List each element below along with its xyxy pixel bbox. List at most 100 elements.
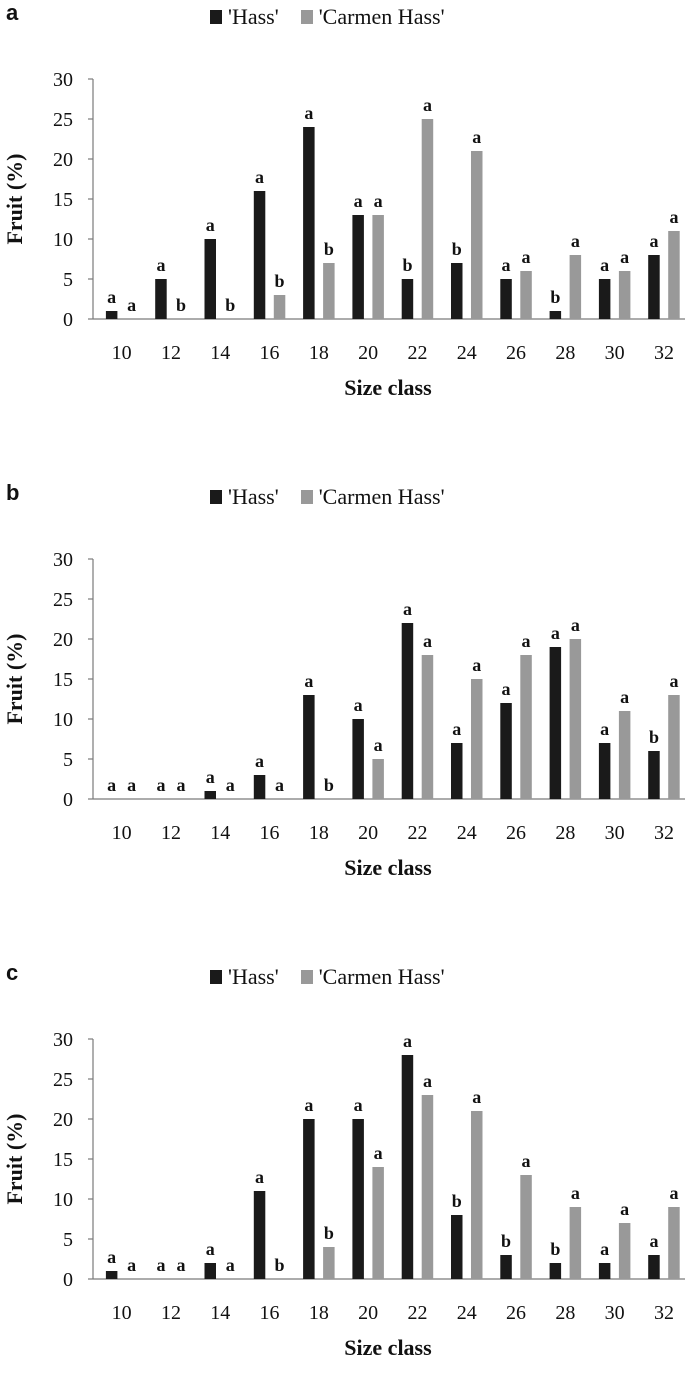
y-tick-label: 25 xyxy=(53,109,73,131)
x-tick-label: 18 xyxy=(309,822,329,844)
significance-letter: a xyxy=(354,695,363,715)
bar-hass xyxy=(303,695,315,799)
x-tick-label: 16 xyxy=(260,822,280,844)
significance-letter: a xyxy=(669,671,678,691)
bar-hass xyxy=(648,1255,660,1279)
significance-letter: a xyxy=(600,719,609,739)
legend-swatch-hass xyxy=(210,10,222,24)
significance-letter: a xyxy=(600,255,609,275)
bar-carmen-hass xyxy=(668,231,680,319)
x-tick-label: 28 xyxy=(555,1302,575,1324)
significance-letter: b xyxy=(452,239,462,259)
bar-hass xyxy=(401,279,414,319)
legend: 'Hass' 'Carmen Hass' xyxy=(210,4,467,30)
legend-swatch-carmen-hass xyxy=(300,490,313,504)
x-tick-label: 32 xyxy=(654,342,674,364)
legend-swatch-hass xyxy=(210,970,222,984)
bar-hass xyxy=(105,1271,118,1279)
bar-hass xyxy=(549,311,562,319)
bar-carmen-hass xyxy=(520,655,532,799)
bar-carmen-hass xyxy=(569,639,582,799)
significance-letter: a xyxy=(620,1199,629,1219)
bar-hass xyxy=(451,1215,463,1279)
x-tick-label: 22 xyxy=(407,342,427,364)
y-tick-label: 15 xyxy=(53,669,73,691)
significance-letter: a xyxy=(551,623,560,643)
x-tick-label: 16 xyxy=(260,1302,280,1324)
y-tick-label: 0 xyxy=(63,789,73,811)
y-axis-title: Fruit (%) xyxy=(2,633,27,724)
significance-letter: a xyxy=(423,1071,432,1091)
significance-letter: b xyxy=(324,1223,334,1243)
y-tick-label: 15 xyxy=(53,1149,73,1171)
x-tick-label: 30 xyxy=(605,1302,625,1324)
panel-label: b xyxy=(6,480,20,505)
bar-hass xyxy=(105,311,118,319)
significance-letter: b xyxy=(324,239,334,259)
bar-hass xyxy=(598,743,611,799)
x-tick-label: 28 xyxy=(555,822,575,844)
significance-letter: b xyxy=(402,255,412,275)
bar-hass xyxy=(253,191,266,319)
y-tick-label: 10 xyxy=(53,1189,73,1211)
x-tick-label: 20 xyxy=(358,342,378,364)
significance-letter: a xyxy=(374,191,383,211)
x-tick-label: 20 xyxy=(358,822,378,844)
x-tick-label: 28 xyxy=(555,342,575,364)
significance-letter: a xyxy=(403,1031,412,1051)
significance-letter: a xyxy=(472,655,481,675)
legend-swatch-hass xyxy=(210,490,222,504)
y-axis-title: Fruit (%) xyxy=(2,153,27,244)
y-tick-label: 20 xyxy=(53,149,73,171)
y-tick-label: 20 xyxy=(53,629,73,651)
bar-hass xyxy=(401,1055,414,1279)
significance-letter: b xyxy=(452,1191,462,1211)
bar-carmen-hass xyxy=(618,711,631,799)
bar-hass xyxy=(451,743,463,799)
bar-hass xyxy=(648,255,660,319)
bar-hass xyxy=(500,703,512,799)
x-axis-title: Size class xyxy=(344,375,432,400)
bar-carmen-hass xyxy=(520,271,532,319)
y-tick-label: 25 xyxy=(53,1069,73,1091)
bar-hass xyxy=(500,279,512,319)
significance-letter: a xyxy=(107,775,116,795)
significance-letter: a xyxy=(206,215,215,235)
bar-hass xyxy=(204,239,216,319)
legend-item-carmen-hass: 'Carmen Hass' xyxy=(300,964,445,990)
x-tick-label: 10 xyxy=(112,342,132,364)
significance-letter: a xyxy=(304,1095,313,1115)
x-tick-label: 26 xyxy=(506,822,526,844)
bar-carmen-hass xyxy=(323,1247,335,1279)
significance-letter: a xyxy=(522,631,531,651)
x-tick-label: 24 xyxy=(457,1302,477,1324)
x-tick-label: 16 xyxy=(260,342,280,364)
legend: 'Hass' 'Carmen Hass' xyxy=(210,484,467,510)
bar-hass xyxy=(352,1119,364,1279)
bar-hass xyxy=(352,215,364,319)
bar-hass xyxy=(401,623,414,799)
significance-letter: a xyxy=(107,1247,116,1267)
bar-carmen-hass xyxy=(372,759,384,799)
panel-label: a xyxy=(6,0,19,25)
bar-carmen-hass xyxy=(618,271,631,319)
bar-carmen-hass xyxy=(520,1175,532,1279)
y-tick-label: 5 xyxy=(63,1229,73,1251)
significance-letter: a xyxy=(176,1255,185,1275)
bar-carmen-hass xyxy=(668,695,680,799)
significance-letter: a xyxy=(156,1255,165,1275)
significance-letter: a xyxy=(522,247,531,267)
significance-letter: a xyxy=(156,775,165,795)
bar-hass xyxy=(598,279,611,319)
legend-label-hass: 'Hass' xyxy=(228,4,279,29)
legend-item-hass: 'Hass' xyxy=(210,964,279,990)
significance-letter: a xyxy=(502,255,511,275)
significance-letter: a xyxy=(127,1255,136,1275)
bar-hass xyxy=(549,647,562,799)
legend-item-hass: 'Hass' xyxy=(210,484,279,510)
legend-label-carmen-hass: 'Carmen Hass' xyxy=(318,964,445,989)
y-tick-label: 10 xyxy=(53,229,73,251)
significance-letter: a xyxy=(452,719,461,739)
bar-carmen-hass xyxy=(471,679,483,799)
